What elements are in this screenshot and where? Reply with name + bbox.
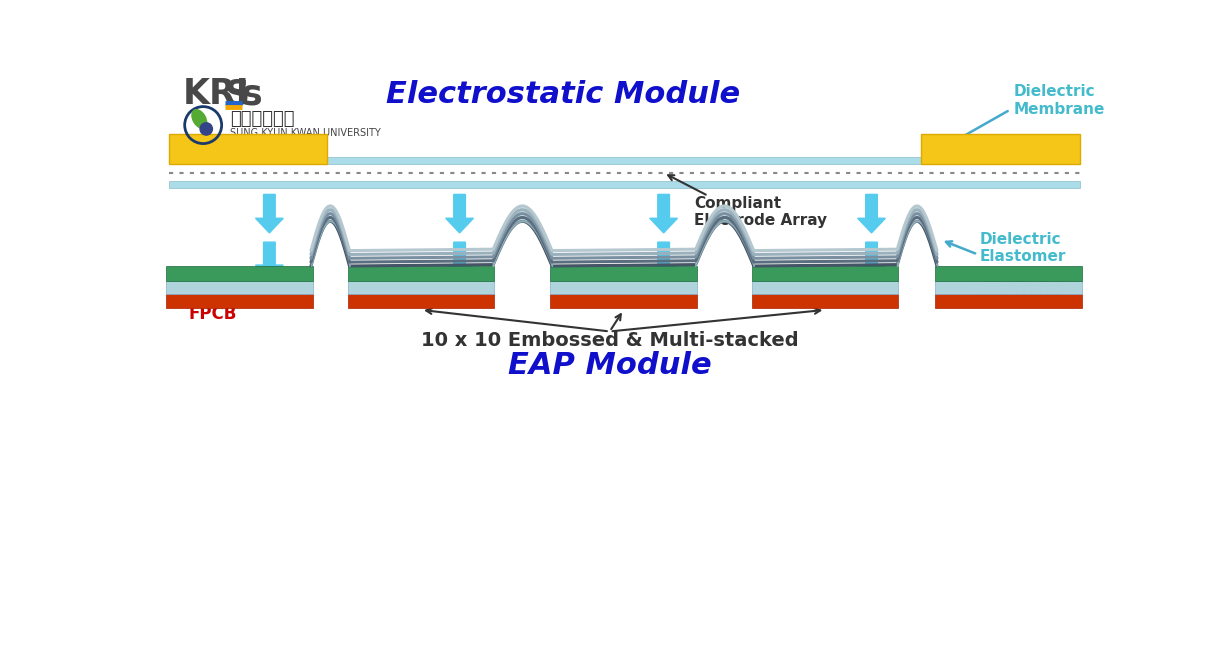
Bar — [920, 133, 1080, 164]
Text: Electrostatic Module: Electrostatic Module — [386, 80, 741, 109]
FancyArrow shape — [256, 242, 283, 279]
Text: s: s — [241, 77, 262, 111]
Bar — [166, 281, 312, 294]
Bar — [347, 294, 494, 307]
FancyArrow shape — [858, 195, 885, 233]
Bar — [935, 266, 1081, 281]
Bar — [551, 294, 697, 307]
Bar — [166, 266, 312, 281]
FancyArrow shape — [650, 242, 678, 279]
FancyArrow shape — [858, 242, 885, 279]
Bar — [935, 294, 1081, 307]
FancyArrow shape — [446, 195, 473, 233]
Ellipse shape — [191, 109, 207, 129]
Circle shape — [200, 123, 212, 135]
Bar — [551, 281, 697, 294]
Bar — [752, 281, 898, 294]
Text: 성균관대학교: 성균관대학교 — [230, 110, 295, 128]
Text: KRI: KRI — [183, 77, 249, 111]
Text: 10 x 10 Embossed & Multi-stacked: 10 x 10 Embossed & Multi-stacked — [421, 331, 798, 350]
Bar — [169, 158, 1080, 164]
Bar — [551, 266, 697, 281]
Bar — [169, 133, 327, 164]
Text: EAP Module: EAP Module — [508, 351, 712, 380]
Text: SUNG KYUN KWAN UNIVERSITY: SUNG KYUN KWAN UNIVERSITY — [230, 128, 380, 138]
Bar — [935, 281, 1081, 294]
Bar — [166, 294, 312, 307]
Text: Compliant
Electrode: Compliant Electrode — [979, 271, 1067, 303]
FancyArrow shape — [446, 242, 473, 279]
Bar — [169, 181, 1080, 188]
Text: FPCB: FPCB — [189, 135, 238, 152]
Text: Dielectric
Membrane: Dielectric Membrane — [1014, 84, 1106, 117]
FancyArrow shape — [256, 195, 283, 233]
Text: Dielectric
Elastomer: Dielectric Elastomer — [979, 232, 1065, 264]
Text: S: S — [224, 77, 250, 111]
Bar — [752, 266, 898, 281]
Bar — [752, 294, 898, 307]
FancyArrow shape — [650, 195, 678, 233]
Text: Compliant
Electrode Array: Compliant Electrode Array — [695, 196, 828, 229]
Text: FPCB: FPCB — [189, 305, 238, 323]
Bar — [347, 281, 494, 294]
Bar — [347, 266, 494, 281]
